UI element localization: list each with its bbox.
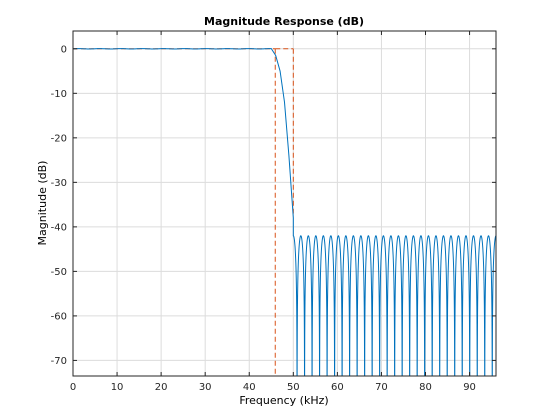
y-axis-label: Magnitude (dB) [36, 161, 49, 246]
y-tick-label: -70 [51, 356, 67, 367]
y-tick-label: -50 [51, 267, 67, 278]
x-tick-label: 90 [463, 382, 476, 393]
x-tick-label: 10 [111, 382, 124, 393]
y-tick-label: 0 [61, 44, 67, 55]
x-tick-label: 0 [70, 382, 76, 393]
y-tick-label: -20 [51, 133, 67, 144]
y-tick-label: -10 [51, 89, 67, 100]
x-tick-label: 30 [199, 382, 212, 393]
ticks: 0 10 20 30 40 50 60 70 80 90 0 -10 -20 -30 -40 -50 -60 -7… [51, 31, 496, 393]
x-tick-label: 60 [331, 382, 344, 393]
x-tick-label: 70 [375, 382, 388, 393]
x-tick-label: 50 [287, 382, 300, 393]
y-tick-label: -60 [51, 311, 67, 322]
magnitude-response-line [73, 48, 496, 376]
grid [73, 31, 496, 376]
x-tick-label: 80 [419, 382, 432, 393]
x-axis-label: Frequency (kHz) [239, 394, 328, 407]
chart-title: Magnitude Response (dB) [204, 15, 364, 28]
y-tick-label: -30 [51, 178, 67, 189]
series-layer [73, 48, 496, 376]
x-tick-label: 40 [243, 382, 256, 393]
plot-frame [72, 30, 497, 377]
x-tick-label: 20 [155, 382, 168, 393]
y-tick-label: -40 [51, 222, 67, 233]
